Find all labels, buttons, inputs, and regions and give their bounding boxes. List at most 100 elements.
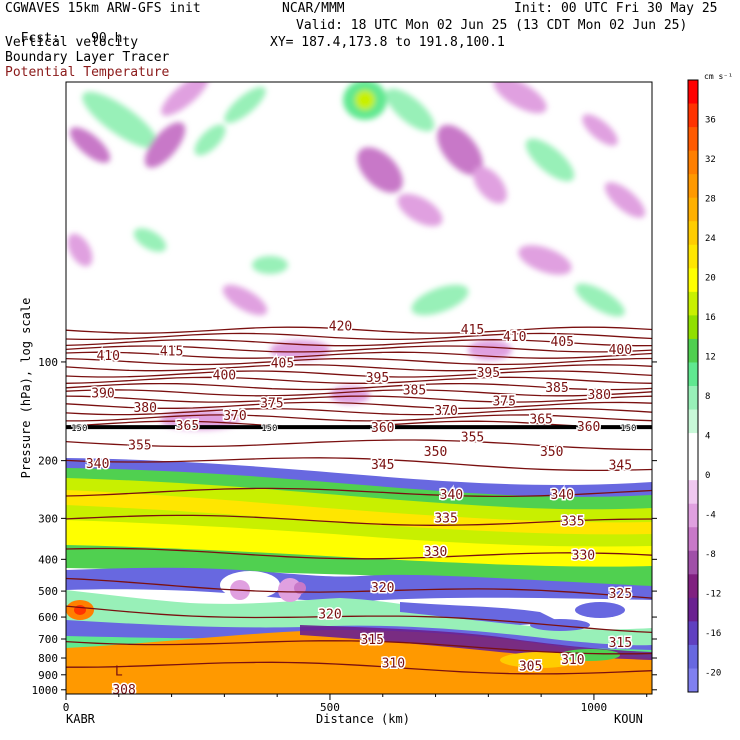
x-tick-label: 1000 [581,701,608,714]
colorbar-units: cm s⁻¹ [704,72,733,81]
theta-contour [66,345,652,353]
tropopause-label: 150 [620,424,636,434]
theta-contour [66,414,652,422]
theta-label: 395 [366,371,389,386]
theta-contour [66,487,652,498]
colorbar-swatch [688,409,698,434]
theta-label: 410 [503,330,526,345]
field-vertical-velocity: Vertical velocity [5,35,139,50]
theta-contour [66,326,652,334]
colorbar-label: 0 [705,471,710,481]
theta-contour [66,605,652,634]
colorbar-swatch [688,197,698,222]
colorbar-label: 24 [705,234,716,244]
colorbar-swatch [688,550,698,575]
colorbar-swatch [688,268,698,293]
colorbar-label: 32 [705,155,716,165]
left-endpoint-label: KABR [66,712,95,726]
tropopause-label: 150 [261,424,277,434]
colorbar-label: 4 [705,431,710,441]
theta-label: 395 [477,366,500,381]
cross-section-xy: XY= 187.4,173.8 to 191.8,100.1 [270,35,505,50]
theta-contour [66,514,652,526]
colorbar-swatch [688,644,698,669]
colorbar-swatch [688,386,698,411]
theta-label: 380 [133,401,156,416]
theta-contour [66,376,652,384]
plot-frame [65,81,653,695]
theta-label: 335 [561,515,584,530]
center-name: NCAR/MMM [282,1,345,16]
theta-label: 340 [86,457,109,472]
x-axis-title: Distance (km) [316,712,410,726]
fcst-value: 90 h [91,31,123,46]
y-tick-label: 800 [38,652,58,665]
theta-label: 375 [260,397,283,412]
y-tick-label: 600 [38,611,58,624]
colorbar: 36 32 28 24 20 16 12 8 4 0 -4 -8 -12 -16 -20 cm s⁻¹ [687,72,733,693]
colorbar-label: 8 [705,392,710,402]
colorbar-label: 36 [705,115,716,125]
theta-label: 355 [128,439,151,454]
colorbar-label: 12 [705,352,716,362]
theta-label: 320 [318,608,341,623]
theta-label: 365 [176,419,199,434]
y-tick-label: 900 [38,669,58,682]
colorbar-swatch [688,174,698,199]
theta-contour [66,364,652,372]
theta-contour [66,332,652,341]
colorbar-swatch [688,315,698,340]
model-title: CGWAVES 15km ARW-GFS init [5,1,201,16]
theta-label: 415 [461,323,484,338]
field-boundary-tracer: Boundary Layer Tracer [5,50,170,65]
colorbar-label: 28 [705,194,716,204]
theta-label: 400 [213,369,236,384]
theta-label: 355 [461,430,484,445]
theta-contour [66,395,652,403]
theta-label: 345 [609,459,632,474]
theta-label: 420 [329,320,352,335]
colorbar-swatch [688,221,698,246]
right-endpoint-label: KOUN [614,712,643,726]
colorbar-swatch [688,80,698,105]
theta-label: 315 [609,636,632,651]
theta-label: 315 [360,633,383,648]
y-tick-label: 200 [38,455,58,468]
theta-label: 340 [551,488,574,503]
boundary-layer-tracer [66,458,652,694]
theta-contour [66,401,652,410]
x-tick-label: 500 [320,701,340,714]
theta-label: 385 [403,383,426,398]
colorbar-swatch [688,621,698,646]
y-tick-label: 1000 [32,684,59,697]
theta-contour [66,370,652,378]
potential-temperature-contours [66,326,652,675]
colorbar-swatch [688,150,698,175]
colorbar-label: -12 [705,589,721,599]
theta-contour [66,357,652,366]
tropopause-label: 150 [71,424,87,434]
theta-label: 390 [91,387,114,402]
colorbar-swatch [688,291,698,316]
colorbar-label: -20 [705,668,721,678]
theta-labels: 420 415 415 410 410 405 405 400 400 395 395 390 385 3… [70,318,637,698]
colorbar-swatch [688,480,698,505]
colorbar-frame [687,79,699,693]
y-axis-title: Pressure (hPa), log scale [19,298,33,479]
theta-label: 385 [545,381,568,396]
theta-label: 310 [561,653,584,668]
colorbar-swatch [688,433,698,458]
colorbar-swatch [688,527,698,552]
theta-label: 330 [424,545,447,560]
theta-contour [66,457,652,472]
theta-label: 345 [371,458,394,473]
theta-contour [66,640,652,655]
colorbar-swatch [688,668,698,693]
x-axis: 0 500 1000 [63,694,648,714]
colorbar-label: -8 [705,550,716,560]
colorbar-swatch [688,103,698,128]
theta-label: 308 [112,683,135,698]
low-marker: L [115,665,123,680]
theta-contour [66,661,652,675]
y-tick-label: 500 [38,585,58,598]
